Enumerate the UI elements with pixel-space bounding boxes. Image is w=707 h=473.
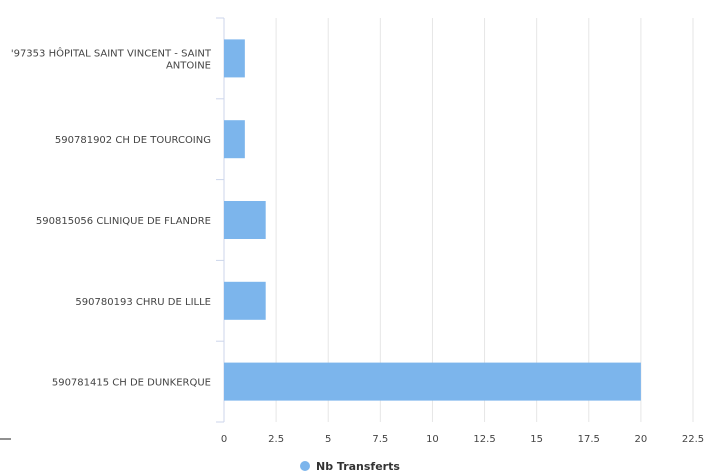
legend-label[interactable]: Nb Transferts bbox=[316, 460, 400, 473]
x-tick-label: 5 bbox=[325, 434, 331, 445]
x-tick-label: 0 bbox=[221, 434, 227, 445]
x-tick-label: 17.5 bbox=[578, 434, 600, 445]
grid-lines bbox=[275, 18, 694, 422]
category-label: 590781902 CH DE TOURCOING bbox=[55, 135, 211, 146]
bar[interactable] bbox=[224, 281, 266, 320]
category-label: 590781415 CH DE DUNKERQUE bbox=[52, 378, 211, 389]
category-label: 590780193 CHRU DE LILLE bbox=[75, 297, 211, 308]
x-tick-label: 10 bbox=[426, 434, 439, 445]
category-label-line: '97353 HÔPITAL SAINT VINCENT - SAINT bbox=[11, 46, 212, 59]
bar[interactable] bbox=[224, 120, 245, 159]
category-label: 590815056 CLINIQUE DE FLANDRE bbox=[36, 216, 211, 227]
x-tick-label: 15 bbox=[530, 434, 543, 445]
legend-marker[interactable] bbox=[300, 461, 310, 471]
x-tick-label: 22.5 bbox=[682, 434, 704, 445]
x-tick-label: 12.5 bbox=[473, 434, 495, 445]
bar-series bbox=[224, 39, 641, 401]
category-labels: '97353 HÔPITAL SAINT VINCENT - SAINT ANTO… bbox=[11, 46, 212, 388]
value-axis-labels: 0 2.5 5 7.5 10 12.5 15 17.5 20 22.5 bbox=[221, 434, 704, 445]
category-label-line: ANTOINE bbox=[166, 60, 211, 71]
category-axis bbox=[216, 17, 225, 423]
category-label-line: 590781902 CH DE TOURCOING bbox=[55, 135, 211, 146]
category-label: '97353 HÔPITAL SAINT VINCENT - SAINT ANTO… bbox=[11, 46, 212, 71]
bar[interactable] bbox=[224, 201, 266, 239]
x-tick-label: 2.5 bbox=[268, 434, 284, 445]
category-label-line: 590781415 CH DE DUNKERQUE bbox=[52, 378, 211, 389]
category-label-line: 590815056 CLINIQUE DE FLANDRE bbox=[36, 216, 211, 227]
x-tick-label: 7.5 bbox=[372, 434, 388, 445]
category-label-line: 590780193 CHRU DE LILLE bbox=[75, 297, 211, 308]
x-tick-label: 20 bbox=[635, 434, 648, 445]
bar[interactable] bbox=[224, 362, 641, 401]
legend[interactable]: Nb Transferts bbox=[300, 460, 400, 473]
bar[interactable] bbox=[224, 39, 245, 78]
